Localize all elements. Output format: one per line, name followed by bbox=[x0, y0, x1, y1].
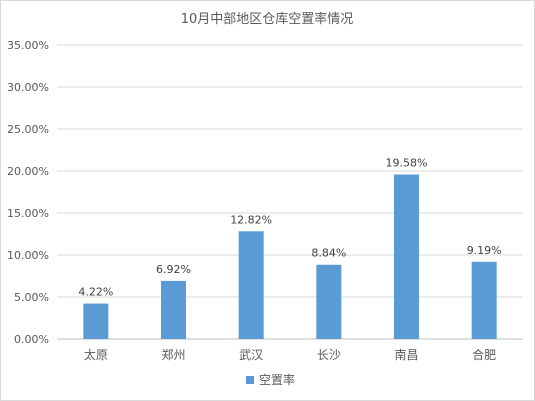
bar bbox=[238, 231, 264, 339]
y-tick-label: 35.00% bbox=[7, 39, 49, 52]
category-label: 太原 bbox=[84, 347, 108, 362]
data-label: 8.84% bbox=[311, 247, 346, 260]
legend: 空置率 bbox=[246, 372, 295, 387]
bars bbox=[83, 174, 497, 339]
y-tick-label: 15.00% bbox=[7, 207, 49, 220]
bar bbox=[394, 174, 419, 339]
y-axis-ticks: 0.00% 5.00% 10.00% 15.00% 20.00% 25.00% 30.00%… bbox=[7, 39, 49, 346]
y-tick-label: 30.00% bbox=[7, 81, 49, 94]
y-tick-label: 25.00% bbox=[7, 123, 49, 136]
bar bbox=[161, 280, 186, 339]
category-label: 郑州 bbox=[161, 347, 185, 362]
category-label: 武汉 bbox=[239, 348, 263, 362]
bar bbox=[316, 264, 342, 339]
category-label: 南昌 bbox=[394, 347, 418, 362]
y-tick-label: 0.00% bbox=[14, 333, 49, 346]
bar bbox=[471, 261, 497, 339]
legend-label: 空置率 bbox=[259, 372, 295, 387]
data-labels: 4.22% 6.92% 12.82% 8.84% 19.58% 9.19% bbox=[78, 157, 501, 299]
data-label: 12.82% bbox=[230, 213, 272, 226]
bar bbox=[83, 303, 109, 339]
category-label: 长沙 bbox=[317, 348, 341, 362]
data-label: 4.22% bbox=[78, 286, 113, 299]
y-tick-label: 5.00% bbox=[14, 291, 49, 304]
chart-title: 10月中部地区仓库空置率情况 bbox=[181, 11, 354, 27]
gridlines bbox=[57, 44, 523, 340]
data-label: 19.58% bbox=[386, 157, 428, 170]
data-label: 9.19% bbox=[467, 244, 502, 257]
legend-swatch bbox=[246, 376, 254, 384]
data-label: 6.92% bbox=[156, 263, 191, 276]
y-tick-label: 20.00% bbox=[7, 165, 49, 178]
category-label: 合肥 bbox=[472, 347, 496, 362]
y-tick-label: 10.00% bbox=[7, 249, 49, 262]
x-axis-categories: 太原 郑州 武汉 长沙 南昌 合肥 bbox=[84, 347, 496, 362]
